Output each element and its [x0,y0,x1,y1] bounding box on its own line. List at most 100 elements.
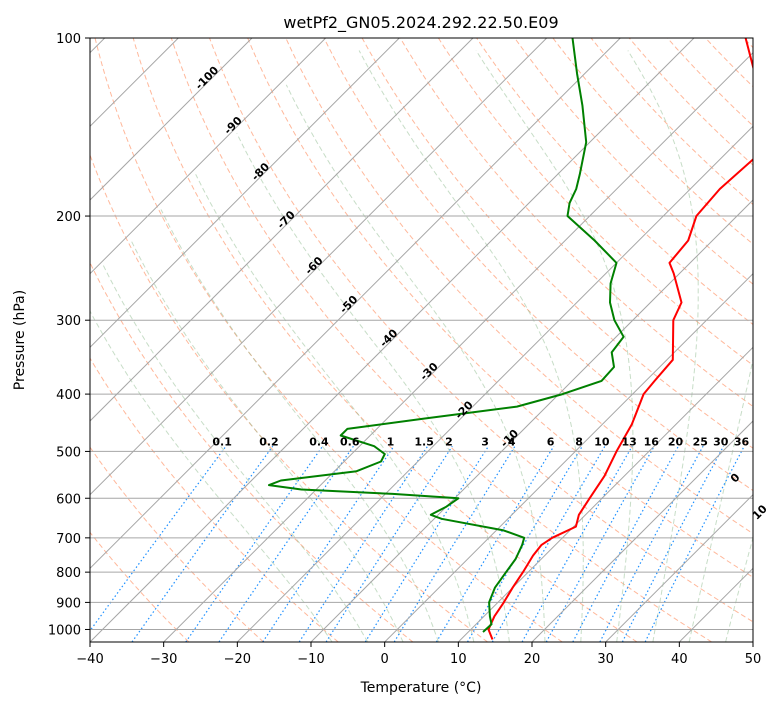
mixing-ratio-line [90,445,227,632]
dry-adiabat [667,38,753,127]
dry-adiabat [209,38,753,623]
isotherm [90,38,327,275]
mixing-ratio-line [466,445,583,642]
y-tick-label: 300 [56,314,81,329]
mixing-ratio-label: 1.5 [414,435,434,448]
dry-adiabat [743,38,753,49]
mixing-ratio-label: 2 [445,435,453,448]
mixing-ratio-line [435,445,555,642]
isotherm [163,51,753,642]
isotherm-label: -70 [275,208,298,231]
moist-adiabat [130,240,404,642]
moist-adiabat [160,209,439,642]
isotherm [90,38,695,642]
isotherm [90,38,253,201]
x-tick-label: 0 [381,652,389,667]
mixing-ratio-line [325,445,453,642]
moist-adiabat [285,84,546,642]
dry-adiabat [285,38,753,535]
isotherm [605,493,753,642]
isotherm [678,567,753,642]
mixing-ratio-label: 13 [622,435,637,448]
isotherm [457,346,753,642]
mixing-ratio-line [131,445,274,642]
mixing-ratio-label: 16 [644,435,660,448]
x-tick-label: 50 [745,652,762,667]
dry-adiabat [476,38,753,326]
isotherm [236,125,753,642]
mixing-ratio-line [521,445,633,642]
moist-adiabat [688,357,753,642]
isotherm [90,38,621,570]
dry-adiabat [705,38,753,88]
moist-adiabat [725,535,753,642]
isotherm-label: -50 [337,293,360,316]
moist-adiabat [358,50,584,642]
y-tick-label: 700 [56,532,81,547]
dry-adiabat [323,38,753,492]
x-tick-label: −10 [297,652,324,667]
mixing-ratio-label: 8 [575,435,583,448]
dry-adiabat [90,261,414,642]
x-axis-label: Temperature (°C) [360,680,482,696]
dewpoint-profile [268,38,625,633]
y-tick-label: 1000 [48,623,81,638]
mixing-ratio-label: 0.4 [309,435,329,448]
mixing-ratio-line [185,445,324,642]
mixing-ratio-line [572,445,679,642]
dry-adiabat [170,38,712,642]
mixing-ratio-label: 30 [713,435,729,448]
mixing-ratio-label: 4 [508,435,516,448]
x-tick-label: −40 [76,652,103,667]
moist-adiabat [627,50,699,642]
mixing-ratio-label: 20 [668,435,684,448]
moist-adiabat [90,310,333,642]
mixing-ratio-label: 0.6 [340,435,360,448]
isotherm [90,38,548,496]
dry-adiabat [590,38,753,206]
mixing-ratio-line [393,445,516,642]
isotherm-label: -100 [193,63,222,92]
dry-adiabat [132,38,638,642]
x-tick-label: 30 [597,652,614,667]
mixing-ratio-line [298,445,429,642]
dry-adiabat [90,531,190,642]
moist-adiabat [195,174,475,642]
isotherm [90,38,400,349]
mixing-ratio-line [644,445,745,642]
isotherm-label: -40 [377,326,400,349]
isotherm [90,38,474,422]
mixing-ratio-line [545,445,655,642]
isotherm-label: -20 [453,398,476,421]
dry-adiabat [437,38,753,366]
mixing-ratio-label: 10 [594,435,610,448]
y-axis-label: Pressure (hPa) [12,290,28,390]
plot-frame [89,37,754,643]
y-tick-label: 900 [56,596,81,611]
moist-adiabat [101,262,369,642]
mixing-ratio-label: 0.1 [212,435,232,448]
isotherm [752,641,753,642]
x-tick-label: 10 [450,652,467,667]
moist-adiabat [236,133,510,642]
temperature-profile [487,38,753,640]
x-tick-label: −30 [150,652,177,667]
mixing-ratio-label: 3 [481,435,489,448]
x-tick-label: 40 [671,652,688,667]
mixing-ratio-label: 0.2 [259,435,279,448]
dry-adiabat [247,38,753,578]
dry-adiabat [90,153,488,642]
chart-title: wetPf2_GN05.2024.292.22.50.E09 [283,13,558,33]
moist-adiabat [475,50,634,642]
mixing-ratio-label: 36 [734,435,750,448]
mixing-ratio-line [364,445,490,642]
dry-adiabat [90,357,339,642]
y-tick-label: 500 [56,445,81,460]
dry-adiabat [399,38,753,408]
mixing-ratio-line [218,445,354,642]
isotherm [384,272,753,642]
y-tick-label: 600 [56,492,81,507]
mixing-ratio-line [621,445,725,642]
x-tick-label: −20 [224,652,251,667]
